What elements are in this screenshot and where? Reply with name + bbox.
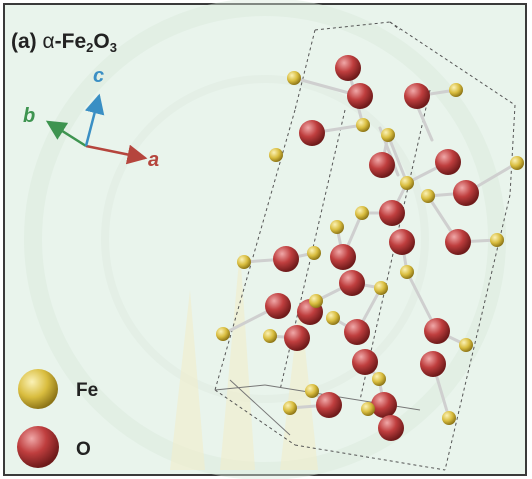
legend-fe-label: Fe bbox=[76, 380, 98, 401]
iron-atom bbox=[216, 327, 230, 341]
iron-atom bbox=[287, 71, 301, 85]
legend-o-swatch bbox=[17, 426, 59, 468]
iron-atom bbox=[356, 118, 370, 132]
formula-fe: -Fe bbox=[54, 30, 87, 53]
formula-greek: α bbox=[42, 30, 55, 53]
panel-title: (a) α-Fe2O3 bbox=[11, 30, 117, 55]
iron-atom bbox=[442, 411, 456, 425]
oxygen-atom bbox=[316, 392, 342, 418]
iron-atom bbox=[374, 281, 388, 295]
axis-indicator: a b c bbox=[23, 65, 159, 171]
oxygen-atom bbox=[420, 351, 446, 377]
oxygen-atom bbox=[344, 319, 370, 345]
cell-edge bbox=[444, 194, 511, 471]
bond bbox=[386, 133, 409, 185]
oxygen-atom bbox=[339, 270, 365, 296]
legend-o-label: O bbox=[76, 439, 91, 460]
axis-b-label: b bbox=[23, 105, 35, 127]
oxygen-atom bbox=[352, 349, 378, 375]
cell-edge bbox=[294, 29, 316, 111]
iron-atom bbox=[459, 338, 473, 352]
iron-atom bbox=[330, 220, 344, 234]
oxygen-atom bbox=[284, 325, 310, 351]
cell-edge bbox=[389, 21, 401, 31]
iron-atom bbox=[381, 128, 395, 142]
oxygen-atom bbox=[299, 120, 325, 146]
atoms bbox=[216, 55, 524, 441]
axis-c-label: c bbox=[93, 65, 104, 87]
oxygen-atom bbox=[379, 200, 405, 226]
cell-edge bbox=[314, 21, 391, 31]
legend: Fe O bbox=[17, 369, 98, 468]
iron-atom bbox=[237, 255, 251, 269]
oxygen-atom bbox=[347, 83, 373, 109]
oxygen-atom bbox=[378, 415, 404, 441]
iron-atom bbox=[263, 329, 277, 343]
iron-atom bbox=[400, 176, 414, 190]
oxygen-atom bbox=[265, 293, 291, 319]
iron-atom bbox=[510, 156, 524, 170]
iron-atom bbox=[449, 83, 463, 97]
axis-a-label: a bbox=[148, 149, 159, 171]
cell-edge bbox=[509, 104, 516, 196]
axis-a-arrow bbox=[85, 144, 148, 165]
oxygen-atom bbox=[435, 149, 461, 175]
iron-atom bbox=[355, 206, 369, 220]
iron-atom bbox=[361, 402, 375, 416]
oxygen-atom bbox=[453, 180, 479, 206]
axis-c-arrow bbox=[84, 93, 105, 147]
formula-fe-subscript: 2 bbox=[86, 40, 94, 55]
formula-o: O bbox=[93, 30, 110, 53]
iron-atom bbox=[283, 401, 297, 415]
oxygen-atom bbox=[273, 246, 299, 272]
oxygen-atom bbox=[424, 318, 450, 344]
oxygen-atom bbox=[445, 229, 471, 255]
iron-atom bbox=[372, 372, 386, 386]
oxygen-atom bbox=[330, 244, 356, 270]
panel-label: (a) bbox=[11, 30, 37, 53]
cell-edge bbox=[294, 444, 446, 471]
cell-edge bbox=[214, 389, 296, 446]
iron-atom bbox=[490, 233, 504, 247]
iron-atom bbox=[421, 189, 435, 203]
iron-atom bbox=[305, 384, 319, 398]
iron-atom bbox=[269, 148, 283, 162]
oxygen-atom bbox=[404, 83, 430, 109]
iron-atom bbox=[309, 294, 323, 308]
oxygen-atom bbox=[371, 392, 397, 418]
legend-fe-swatch bbox=[18, 369, 58, 409]
iron-atom bbox=[326, 311, 340, 325]
iron-atom bbox=[307, 246, 321, 260]
formula-o-subscript: 3 bbox=[109, 40, 117, 55]
oxygen-atom bbox=[335, 55, 361, 81]
oxygen-atom bbox=[389, 229, 415, 255]
oxygen-atom bbox=[369, 152, 395, 178]
cell-edge bbox=[389, 21, 516, 106]
iron-atom bbox=[400, 265, 414, 279]
axis-b-arrow bbox=[45, 120, 87, 148]
